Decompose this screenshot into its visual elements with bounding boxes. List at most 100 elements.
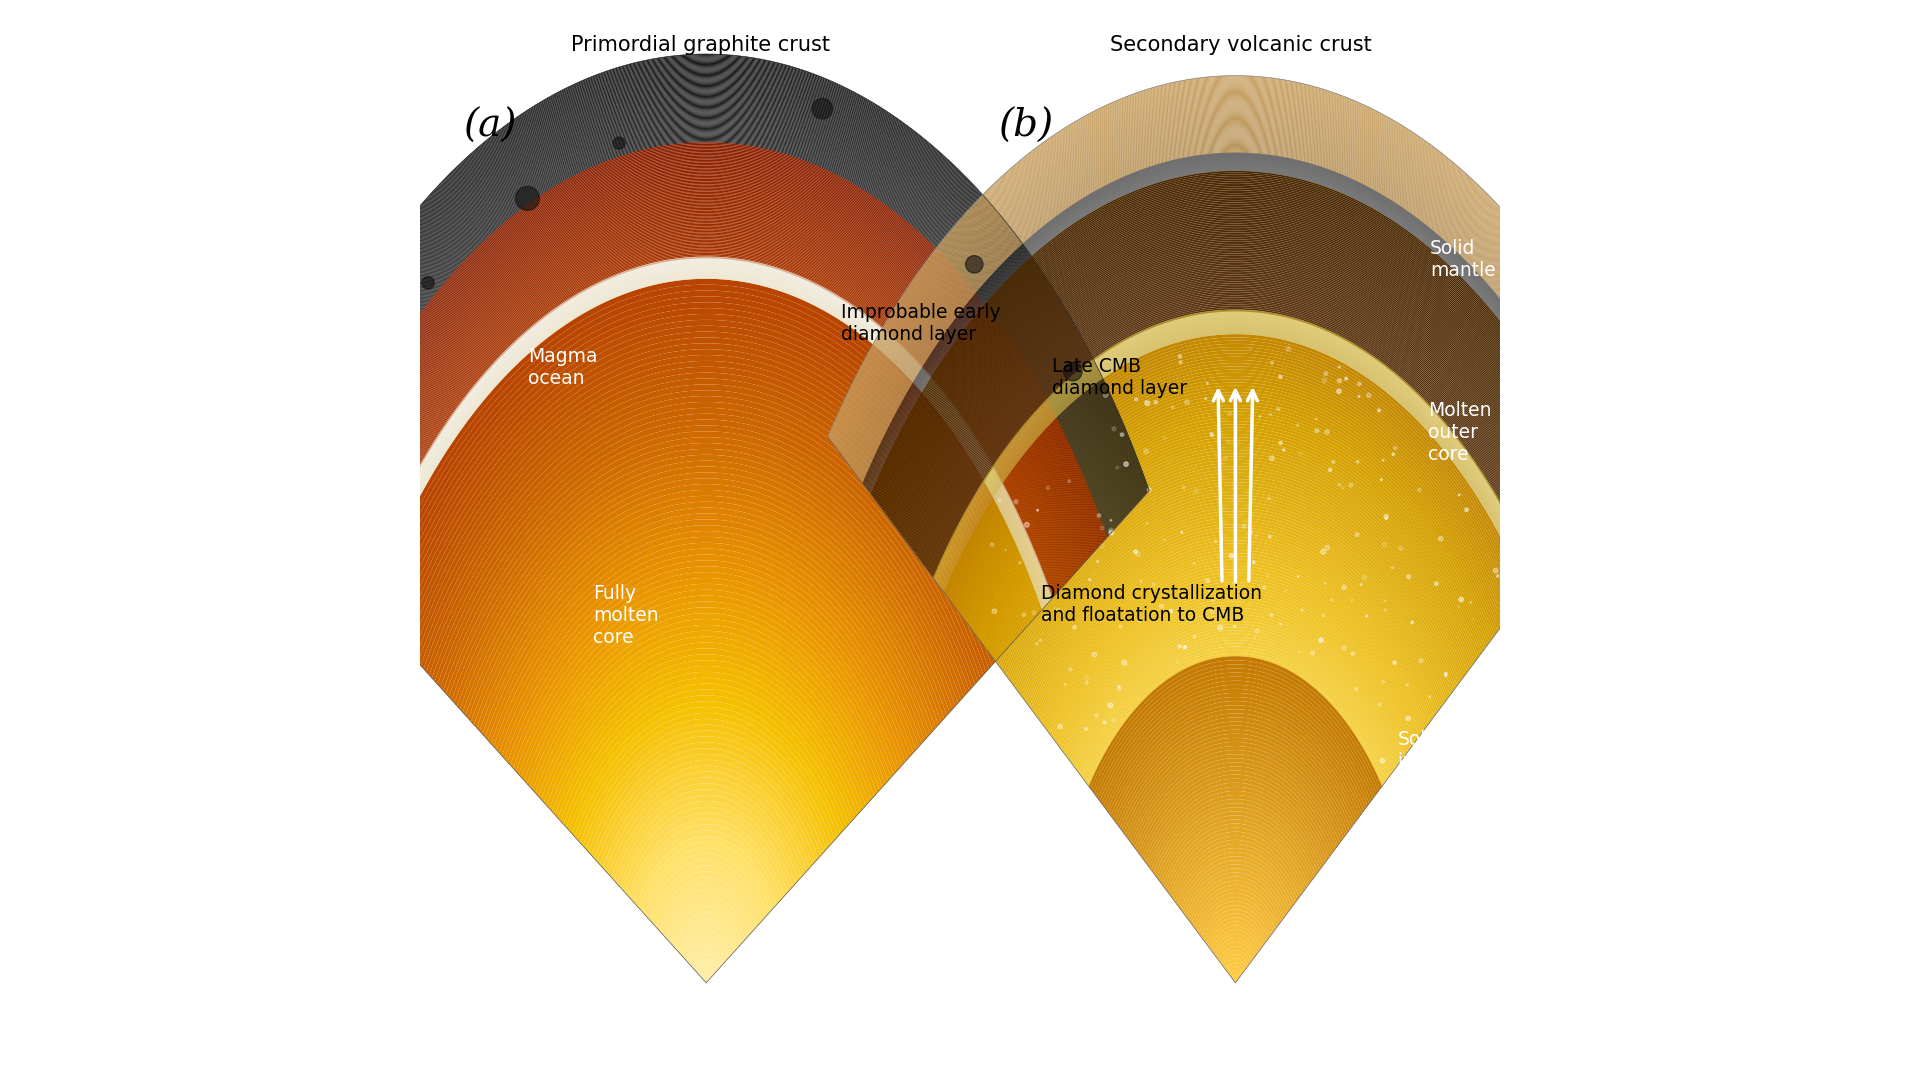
Polygon shape — [628, 819, 785, 899]
Circle shape — [1085, 681, 1089, 685]
Polygon shape — [831, 81, 1640, 441]
Polygon shape — [924, 288, 1548, 566]
Polygon shape — [924, 291, 1546, 567]
Polygon shape — [868, 163, 1603, 489]
Polygon shape — [342, 219, 1071, 579]
Circle shape — [1139, 619, 1140, 622]
Circle shape — [1102, 593, 1106, 595]
Polygon shape — [1079, 634, 1392, 774]
Polygon shape — [367, 269, 1046, 605]
Polygon shape — [1102, 685, 1369, 806]
Circle shape — [1267, 498, 1271, 500]
Polygon shape — [275, 78, 1139, 504]
Polygon shape — [837, 97, 1634, 450]
Polygon shape — [276, 83, 1135, 507]
Polygon shape — [311, 156, 1100, 545]
Polygon shape — [488, 525, 925, 743]
Polygon shape — [394, 326, 1020, 637]
Polygon shape — [365, 267, 1048, 604]
Polygon shape — [914, 266, 1557, 552]
Polygon shape — [1029, 524, 1442, 708]
Polygon shape — [1073, 621, 1398, 767]
Polygon shape — [280, 89, 1133, 510]
Polygon shape — [1221, 950, 1250, 966]
Polygon shape — [829, 80, 1642, 441]
Circle shape — [1100, 526, 1104, 530]
Polygon shape — [937, 319, 1534, 583]
Polygon shape — [591, 742, 822, 859]
Polygon shape — [326, 186, 1087, 562]
Circle shape — [1212, 598, 1215, 602]
Polygon shape — [1010, 480, 1461, 681]
Polygon shape — [626, 812, 787, 895]
Polygon shape — [933, 311, 1538, 579]
Circle shape — [1298, 451, 1302, 456]
Polygon shape — [301, 133, 1112, 532]
Circle shape — [1117, 688, 1121, 690]
Polygon shape — [363, 265, 1048, 603]
Polygon shape — [1167, 832, 1304, 894]
Polygon shape — [935, 312, 1536, 579]
Polygon shape — [864, 154, 1607, 485]
Polygon shape — [609, 778, 804, 877]
Polygon shape — [831, 85, 1638, 443]
Polygon shape — [348, 231, 1066, 585]
Polygon shape — [286, 100, 1127, 516]
Circle shape — [1352, 652, 1354, 656]
Circle shape — [1121, 660, 1127, 665]
Circle shape — [1269, 456, 1275, 461]
Circle shape — [993, 609, 996, 613]
Polygon shape — [876, 179, 1596, 500]
Polygon shape — [455, 455, 958, 706]
Polygon shape — [267, 62, 1146, 496]
Polygon shape — [292, 112, 1121, 522]
Polygon shape — [371, 279, 1043, 609]
Polygon shape — [288, 106, 1125, 518]
Polygon shape — [956, 360, 1515, 610]
Polygon shape — [849, 124, 1620, 467]
Polygon shape — [365, 266, 1048, 603]
Polygon shape — [363, 262, 1050, 602]
Polygon shape — [1125, 738, 1346, 838]
Polygon shape — [831, 82, 1640, 442]
Polygon shape — [359, 254, 1054, 597]
Circle shape — [1465, 508, 1469, 512]
Polygon shape — [367, 272, 1044, 606]
Polygon shape — [361, 260, 1050, 600]
Circle shape — [1183, 486, 1185, 488]
Polygon shape — [847, 117, 1624, 462]
Circle shape — [1169, 609, 1173, 613]
Polygon shape — [538, 631, 874, 799]
Polygon shape — [278, 87, 1133, 509]
Circle shape — [1039, 639, 1043, 642]
Polygon shape — [273, 72, 1140, 501]
Polygon shape — [935, 313, 1536, 580]
Polygon shape — [883, 201, 1586, 513]
Polygon shape — [620, 801, 793, 890]
Polygon shape — [296, 121, 1117, 527]
Polygon shape — [641, 848, 770, 915]
Polygon shape — [323, 178, 1091, 557]
Circle shape — [998, 499, 1000, 502]
Polygon shape — [941, 327, 1530, 589]
Polygon shape — [294, 117, 1119, 525]
Circle shape — [1210, 590, 1212, 592]
Polygon shape — [334, 202, 1079, 569]
Circle shape — [1446, 675, 1448, 677]
Polygon shape — [866, 159, 1605, 487]
Polygon shape — [1087, 650, 1384, 784]
Circle shape — [422, 276, 434, 289]
Polygon shape — [1039, 543, 1432, 720]
Polygon shape — [468, 484, 945, 721]
Polygon shape — [1033, 530, 1438, 713]
Polygon shape — [363, 264, 1050, 602]
Polygon shape — [307, 145, 1106, 540]
Polygon shape — [518, 590, 893, 778]
Polygon shape — [547, 648, 866, 809]
Polygon shape — [879, 190, 1592, 507]
Polygon shape — [303, 137, 1110, 535]
Polygon shape — [870, 170, 1601, 494]
Polygon shape — [866, 162, 1603, 489]
Polygon shape — [910, 260, 1559, 549]
Polygon shape — [486, 519, 927, 740]
